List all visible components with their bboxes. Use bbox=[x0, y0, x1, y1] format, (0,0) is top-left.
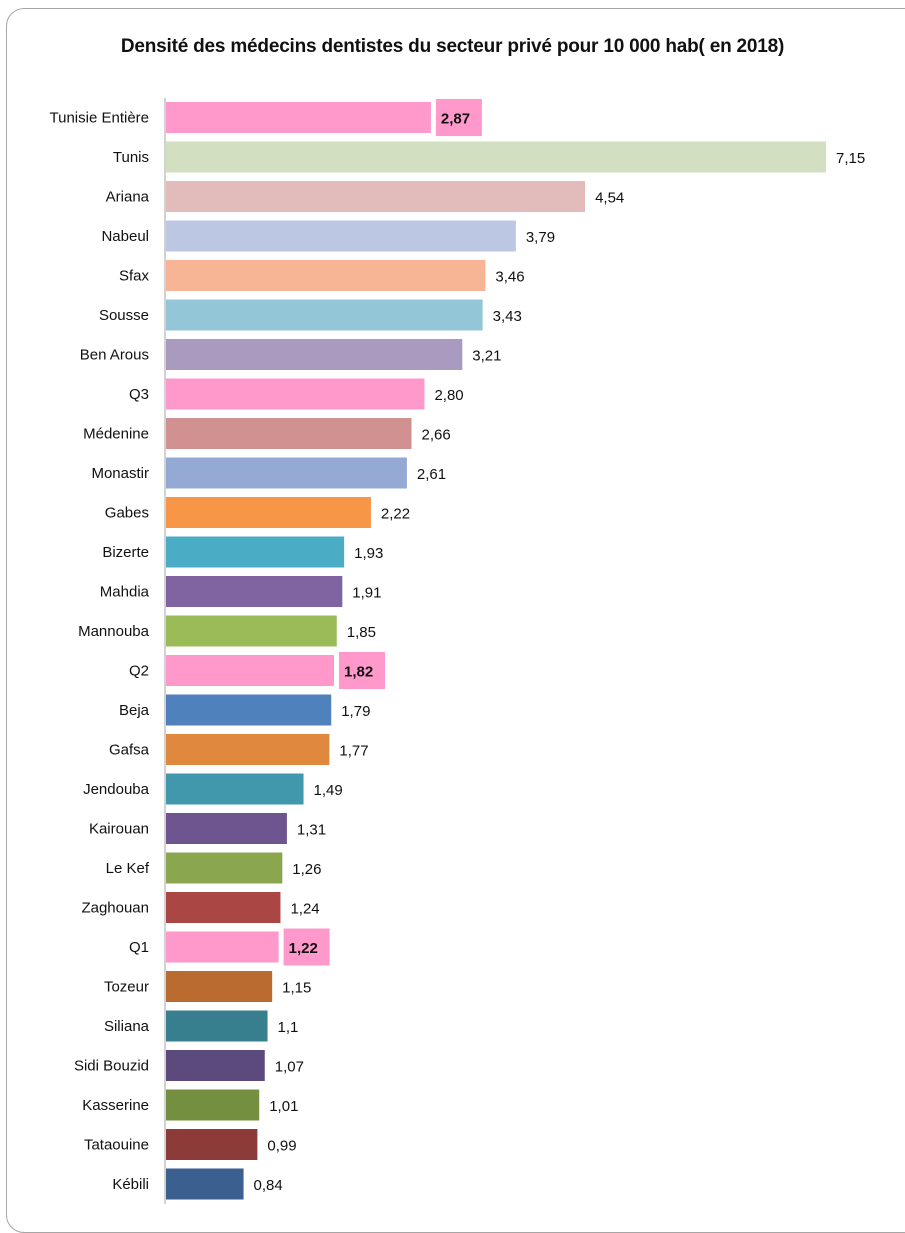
value-label-jendouba: 1,49 bbox=[314, 782, 343, 799]
category-label-ben-arous: Ben Arous bbox=[80, 347, 149, 364]
bar-sfax bbox=[166, 260, 486, 291]
category-label-tozeur: Tozeur bbox=[104, 979, 149, 996]
value-label-tozeur: 1,15 bbox=[282, 980, 311, 997]
value-label-highlight-q1 bbox=[283, 928, 330, 966]
bar-tunisie-entiere bbox=[166, 102, 431, 133]
bar-q1 bbox=[166, 931, 279, 963]
value-label-nabeul: 3,79 bbox=[526, 229, 555, 246]
bar-ben-arous bbox=[166, 339, 463, 370]
category-label-monastir: Monastir bbox=[91, 465, 149, 482]
value-label-tunis: 7,15 bbox=[836, 150, 865, 167]
bar-zaghouan bbox=[166, 892, 281, 923]
bar-mannouba bbox=[166, 615, 337, 647]
value-label-bizerte: 1,93 bbox=[354, 545, 383, 562]
value-label-q3: 2,80 bbox=[434, 387, 463, 404]
bar-gabes bbox=[166, 497, 371, 528]
value-label-q1: 1,22 bbox=[289, 940, 318, 957]
bar-ariana bbox=[166, 181, 586, 212]
value-label-ariana: 4,54 bbox=[595, 190, 624, 207]
category-label-kasserine: Kasserine bbox=[82, 1097, 149, 1114]
value-label-monastir: 2,61 bbox=[417, 466, 446, 483]
category-label-sousse: Sousse bbox=[99, 307, 149, 324]
chart-title: Densité des médecins dentistes du secteu… bbox=[120, 36, 785, 57]
bar-tataouine bbox=[166, 1129, 258, 1160]
value-label-kebili: 0,84 bbox=[254, 1177, 283, 1194]
value-label-beja: 1,79 bbox=[341, 703, 370, 720]
category-label-kairouan: Kairouan bbox=[89, 821, 149, 838]
category-label-sidi-bouzid: Sidi Bouzid bbox=[74, 1058, 149, 1075]
value-label-mannouba: 1,85 bbox=[347, 624, 376, 641]
category-label-siliana: Siliana bbox=[104, 1018, 150, 1035]
bar-gafsa bbox=[166, 734, 330, 765]
bar-sousse bbox=[166, 299, 483, 331]
category-label-tunisie-entiere: Tunisie Entière bbox=[50, 110, 150, 127]
value-label-gabes: 2,22 bbox=[381, 506, 410, 523]
value-label-le-kef: 1,26 bbox=[292, 861, 321, 878]
bar-nabeul bbox=[166, 220, 516, 252]
bar-medenine bbox=[166, 418, 412, 449]
bar-kebili bbox=[166, 1168, 244, 1200]
category-label-q1: Q1 bbox=[129, 939, 149, 956]
bar-tozeur bbox=[166, 971, 273, 1002]
bar-le-kef bbox=[166, 852, 283, 884]
value-label-tunisie-entiere: 2,87 bbox=[441, 111, 470, 128]
category-label-ariana: Ariana bbox=[106, 189, 150, 206]
value-label-kasserine: 1,01 bbox=[269, 1098, 298, 1115]
value-label-highlight-tunisie-entiere bbox=[435, 99, 482, 136]
category-label-nabeul: Nabeul bbox=[101, 228, 149, 245]
value-label-mahdia: 1,91 bbox=[352, 585, 381, 602]
bar-monastir bbox=[166, 457, 407, 489]
bar-beja bbox=[166, 694, 332, 726]
bar-q3 bbox=[166, 378, 425, 410]
bar-kairouan bbox=[166, 813, 287, 844]
category-label-tunis: Tunis bbox=[113, 149, 149, 166]
category-label-q3: Q3 bbox=[129, 386, 149, 403]
value-label-sidi-bouzid: 1,07 bbox=[275, 1059, 304, 1076]
value-label-siliana: 1,1 bbox=[278, 1019, 299, 1036]
category-label-q2: Q2 bbox=[129, 663, 149, 680]
category-label-kebili: Kébili bbox=[112, 1176, 149, 1193]
value-label-medenine: 2,66 bbox=[422, 427, 451, 444]
value-label-gafsa: 1,77 bbox=[339, 743, 368, 760]
category-label-gafsa: Gafsa bbox=[109, 742, 150, 759]
category-label-mahdia: Mahdia bbox=[100, 584, 150, 601]
category-label-sfax: Sfax bbox=[119, 268, 150, 285]
value-label-zaghouan: 1,24 bbox=[290, 901, 319, 918]
category-label-medenine: Médenine bbox=[83, 426, 149, 443]
bar-jendouba bbox=[166, 773, 304, 805]
value-label-q2: 1,82 bbox=[344, 664, 373, 681]
value-label-sousse: 3,43 bbox=[493, 308, 522, 325]
value-label-highlight-q2 bbox=[339, 652, 385, 689]
bar-siliana bbox=[166, 1010, 268, 1042]
category-label-bizerte: Bizerte bbox=[102, 544, 149, 561]
bar-bizerte bbox=[166, 536, 345, 568]
chart-frame bbox=[6, 8, 905, 1233]
value-label-kairouan: 1,31 bbox=[297, 822, 326, 839]
bar-q2 bbox=[166, 655, 334, 686]
category-label-mannouba: Mannouba bbox=[78, 623, 150, 640]
category-label-le-kef: Le Kef bbox=[106, 860, 150, 877]
value-label-ben-arous: 3,21 bbox=[472, 348, 501, 365]
category-label-jendouba: Jendouba bbox=[83, 781, 150, 798]
category-label-tataouine: Tataouine bbox=[84, 1137, 149, 1154]
value-label-sfax: 3,46 bbox=[495, 269, 524, 286]
category-label-beja: Beja bbox=[119, 702, 150, 719]
category-label-zaghouan: Zaghouan bbox=[81, 900, 149, 917]
category-label-gabes: Gabes bbox=[105, 505, 149, 522]
bar-sidi-bouzid bbox=[166, 1050, 265, 1081]
bar-mahdia bbox=[166, 576, 343, 607]
bar-tunis bbox=[166, 141, 826, 173]
bar-kasserine bbox=[166, 1089, 260, 1121]
value-label-tataouine: 0,99 bbox=[267, 1138, 296, 1155]
